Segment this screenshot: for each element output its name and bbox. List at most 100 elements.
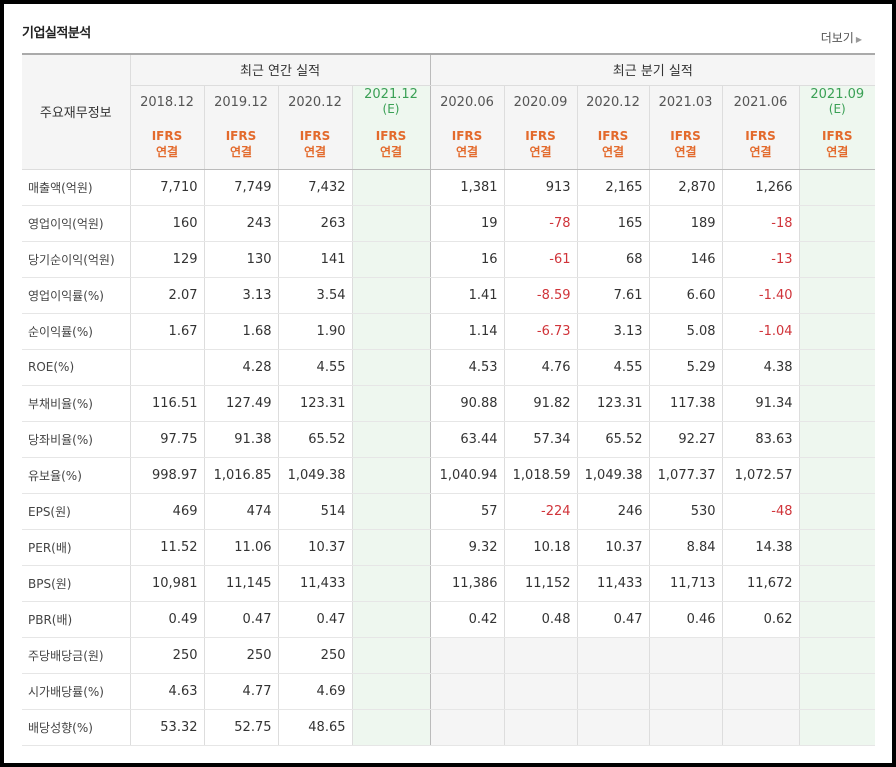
period-label: 2020.12 [586,94,640,110]
value-cell [129,349,204,386]
value-cell: 146 [648,241,723,278]
value-cell: 117.38 [648,384,723,422]
value-cell [503,673,578,710]
table-row: EPS(원) 469 474 514 57 -224 246 530 -48 [22,492,876,530]
estimate-mark: (E) [828,102,846,117]
value-cell [798,709,876,746]
value-cell: 1.41 [429,276,505,314]
value-cell: 57 [429,492,505,530]
value-cell: 0.46 [648,601,723,638]
value-cell: -78 [503,205,578,242]
table-row: PER(배) 11.52 11.06 10.37 9.32 10.18 10.37 8.84 1… [22,529,876,566]
ifrs-badge: IFRS 연결 [503,119,578,170]
value-cell: 1,077.37 [648,457,723,494]
value-cell: -18 [721,205,800,242]
value-cell: 10.18 [503,529,578,566]
ifrs-label: IFRS [225,128,257,143]
value-cell: 53.32 [129,709,204,746]
period-label: 2021.06 [733,94,788,110]
row-label: 시가배당률(%) [22,673,130,710]
value-cell: 6.60 [648,276,723,314]
value-cell [798,492,876,530]
period-label: 2019.12 [214,94,268,110]
more-link[interactable]: 더보기 ▶ [821,29,862,46]
quarter-group-header: 최근 분기 실적 [429,54,876,86]
row-label: 영업이익(억원) [22,205,130,242]
value-cell: 83.63 [721,421,800,458]
ifrs-badge: IFRS 연결 [277,119,352,170]
ifrs-label: IFRS [745,128,776,143]
value-cell: 2,165 [576,169,650,206]
value-cell: 130 [203,241,278,278]
row-label: 당좌비율(%) [22,421,130,458]
period-header: 2020.09 [503,85,578,119]
table-row: 시가배당률(%) 4.63 4.77 4.69 [22,673,876,710]
section-title: 기업실적분석 [22,26,91,41]
row-label: 매출액(억원) [22,169,130,206]
period-header: 2020.06 [429,85,505,119]
value-cell: 469 [129,492,204,530]
value-cell: 7.61 [576,276,650,314]
consolidated-label: 연결 [826,144,849,159]
value-cell: 0.62 [721,601,800,638]
value-cell: 2,870 [648,169,723,206]
value-cell: 7,749 [203,169,278,206]
consolidated-label: 연결 [155,144,179,159]
value-cell: 0.42 [429,601,505,638]
period-label: 2018.12 [140,94,194,110]
ifrs-badge: IFRS 연결 [648,119,723,170]
value-cell: 65.52 [576,421,650,458]
period-header: 2021.06 [721,85,800,119]
value-cell [576,709,650,746]
period-label: 2020.06 [440,94,494,110]
chevron-right-icon: ▶ [855,35,862,44]
value-cell [429,709,505,746]
value-cell: 19 [429,205,505,242]
value-cell [351,492,431,530]
value-cell: 998.97 [129,457,204,494]
value-cell: 65.52 [277,421,352,458]
value-cell: 11,672 [721,565,800,602]
value-cell: 0.48 [503,601,578,638]
value-cell [576,673,650,710]
value-cell: 3.13 [576,313,650,350]
value-cell: 11.52 [129,529,204,566]
value-cell: 243 [203,205,278,242]
value-cell [351,384,431,422]
value-cell: 11,386 [429,565,505,602]
value-cell: 63.44 [429,421,505,458]
value-cell: 4.55 [576,349,650,386]
value-cell: 91.38 [203,421,278,458]
value-cell: 5.29 [648,349,723,386]
period-label: 2020.09 [513,94,568,110]
value-cell [648,673,723,710]
table-row: 주당배당금(원) 250 250 250 [22,636,876,674]
period-header: 2020.12 [277,85,352,119]
table-row: BPS(원) 10,981 11,145 11,433 11,386 11,152 11,4… [22,565,876,602]
row-label: EPS(원) [22,492,130,530]
value-cell [429,673,505,710]
consolidated-label: 연결 [229,144,253,159]
ifrs-label: IFRS [375,128,407,143]
consolidated-label: 연결 [674,144,697,159]
value-cell [798,565,876,602]
value-cell: 189 [648,205,723,242]
table-row: 순이익률(%) 1.67 1.68 1.90 1.14 -6.73 3.13 5.08 -1.0… [22,313,876,350]
value-cell [798,349,876,386]
value-cell [798,457,876,494]
value-cell [351,457,431,494]
ifrs-label: IFRS [597,128,629,143]
row-label: BPS(원) [22,565,130,602]
value-cell [503,636,578,674]
value-cell: 1,049.38 [277,457,352,494]
value-cell: 913 [503,169,578,206]
value-cell: 514 [277,492,352,530]
value-cell [798,241,876,278]
value-cell: 91.82 [503,384,578,422]
value-cell [798,529,876,566]
value-cell [798,169,876,206]
value-cell: 48.65 [277,709,352,746]
value-cell: 123.31 [576,384,650,422]
value-cell: 16 [429,241,505,278]
